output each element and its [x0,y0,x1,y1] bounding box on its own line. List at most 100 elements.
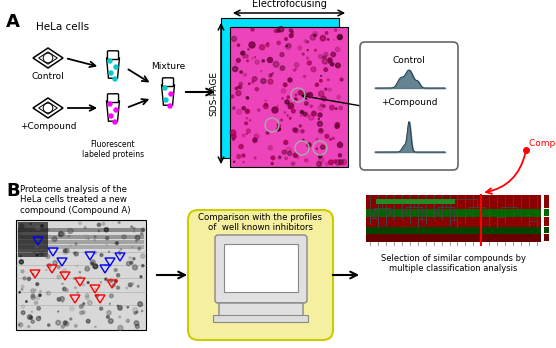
Circle shape [133,308,137,313]
Circle shape [330,139,331,140]
Circle shape [320,35,326,41]
Circle shape [137,285,139,287]
Circle shape [285,100,289,104]
Circle shape [323,105,325,107]
Circle shape [309,115,314,120]
Circle shape [335,124,339,128]
Circle shape [119,316,121,318]
Circle shape [339,160,344,165]
Text: Selection of similar compounds by
multiple classification analysis: Selection of similar compounds by multip… [381,254,526,274]
Circle shape [252,81,254,83]
Circle shape [36,283,39,286]
Circle shape [339,154,341,157]
Circle shape [23,277,26,280]
Circle shape [245,55,248,58]
Circle shape [19,324,20,325]
Circle shape [288,103,294,109]
Circle shape [21,285,24,288]
Circle shape [249,83,250,84]
Circle shape [302,53,304,55]
Circle shape [108,59,112,63]
Circle shape [317,161,321,166]
Circle shape [88,238,89,239]
Circle shape [249,42,255,48]
Circle shape [271,163,274,165]
Circle shape [77,292,78,293]
Circle shape [29,316,32,319]
Circle shape [27,315,32,319]
FancyBboxPatch shape [18,245,144,249]
Circle shape [300,116,301,117]
Circle shape [127,307,128,308]
Circle shape [235,87,237,90]
Circle shape [260,45,265,50]
Circle shape [30,223,31,224]
Circle shape [307,93,312,97]
Circle shape [87,282,89,284]
Circle shape [100,254,103,256]
Circle shape [334,160,336,163]
Circle shape [255,88,259,91]
Circle shape [35,244,39,248]
Circle shape [93,251,97,254]
FancyBboxPatch shape [18,240,144,244]
Circle shape [271,74,272,75]
FancyBboxPatch shape [16,220,146,330]
Circle shape [236,58,240,62]
Circle shape [232,66,238,72]
FancyBboxPatch shape [18,235,144,239]
Circle shape [57,266,60,269]
Circle shape [26,301,27,302]
Circle shape [21,270,24,273]
Circle shape [83,303,85,304]
Circle shape [300,111,304,113]
Circle shape [70,245,71,246]
Circle shape [31,311,32,312]
FancyBboxPatch shape [224,244,298,292]
Circle shape [61,325,64,328]
Circle shape [335,47,340,52]
Circle shape [62,302,63,303]
Circle shape [113,77,117,81]
Circle shape [304,75,306,78]
Circle shape [306,41,309,43]
Circle shape [117,305,118,306]
Text: Electrofocusing: Electrofocusing [251,0,326,9]
Circle shape [107,310,111,315]
Circle shape [98,230,100,231]
Circle shape [19,260,23,264]
Circle shape [136,311,138,313]
Circle shape [126,261,131,266]
Circle shape [339,106,342,110]
Circle shape [46,269,47,270]
Circle shape [268,79,273,84]
Circle shape [57,275,61,279]
Circle shape [301,130,304,133]
Circle shape [327,39,329,40]
Circle shape [46,254,50,259]
FancyBboxPatch shape [18,222,48,257]
FancyBboxPatch shape [18,228,144,232]
Circle shape [112,284,115,286]
Circle shape [142,228,145,231]
Circle shape [312,111,316,116]
Circle shape [133,228,135,229]
Circle shape [314,34,316,36]
Circle shape [335,108,337,109]
Circle shape [52,237,57,242]
Circle shape [287,151,292,156]
Circle shape [118,221,120,223]
Circle shape [133,258,135,260]
Circle shape [39,253,43,256]
Circle shape [38,251,40,252]
Circle shape [307,93,310,96]
Circle shape [237,110,241,114]
Circle shape [106,237,108,240]
Circle shape [247,110,249,111]
Circle shape [293,128,297,132]
Circle shape [64,322,69,326]
Circle shape [266,44,269,47]
Circle shape [75,243,77,245]
Circle shape [108,319,113,323]
Circle shape [105,278,107,280]
